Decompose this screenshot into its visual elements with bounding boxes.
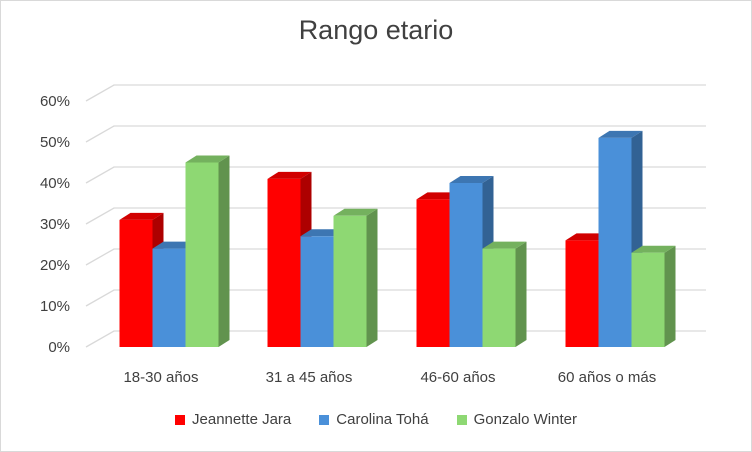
bar-front (267, 178, 301, 347)
bar-front (482, 248, 516, 347)
bar-side (515, 241, 527, 347)
bar-top (119, 212, 164, 220)
legend-swatch (175, 414, 186, 425)
bar-side (218, 155, 230, 347)
y-tick-label: 40% (40, 175, 70, 192)
x-category-label: 60 años o más (558, 369, 656, 386)
bars (119, 130, 676, 347)
legend-item: Gonzalo Winter (456, 411, 577, 428)
bar-side (366, 208, 378, 347)
bar (185, 155, 230, 347)
bar (631, 245, 676, 347)
y-tick-label: 30% (40, 216, 70, 233)
y-tick-label: 60% (40, 93, 70, 110)
y-tick-label: 10% (40, 298, 70, 315)
legend: Jeannette Jara Carolina Tohá Gonzalo Winte… (1, 411, 751, 428)
bar-top (185, 155, 230, 163)
gridline (85, 84, 706, 102)
gridlines (85, 84, 706, 348)
gridline (85, 207, 706, 225)
x-category-label: 46-60 años (420, 369, 495, 386)
x-category-label: 18-30 años (123, 369, 198, 386)
legend-item: Jeannette Jara (175, 411, 291, 428)
bar-top (482, 241, 527, 249)
bar (333, 208, 378, 347)
x-category-label: 31 a 45 años (266, 369, 353, 386)
bar-front (631, 252, 665, 347)
x-axis: 18-30 años 31 a 45 años 46-60 años 60 años … (123, 369, 656, 386)
chart-title: Rango etario (298, 15, 454, 45)
gridline (85, 125, 706, 143)
bar-front (185, 162, 219, 347)
bar-front (449, 183, 483, 347)
y-tick-label: 20% (40, 257, 70, 274)
bar-top (598, 130, 643, 138)
bar-front (152, 248, 186, 347)
bar-front (333, 215, 367, 347)
y-tick-label: 0% (48, 339, 70, 356)
y-axis: 0% 10% 20% 30% 40% 50% 60% (40, 93, 70, 356)
bar-side (664, 245, 676, 347)
bar-top (631, 245, 676, 253)
bar-front (598, 137, 632, 347)
legend-swatch (456, 414, 467, 425)
y-tick-label: 50% (40, 134, 70, 151)
gridline (85, 166, 706, 184)
bar-front (565, 240, 599, 347)
bar-front (119, 219, 153, 347)
bar-top (267, 171, 312, 179)
legend-label: Jeannette Jara (192, 411, 292, 428)
bar-front (300, 236, 334, 347)
bar-top (449, 176, 494, 183)
bar (482, 241, 527, 347)
legend-label: Gonzalo Winter (473, 411, 577, 428)
bar-front (416, 199, 450, 347)
bar-top (333, 208, 378, 216)
legend-label: Carolina Tohá (336, 411, 429, 428)
legend-item: Carolina Tohá (319, 411, 429, 428)
legend-swatch (319, 414, 330, 425)
